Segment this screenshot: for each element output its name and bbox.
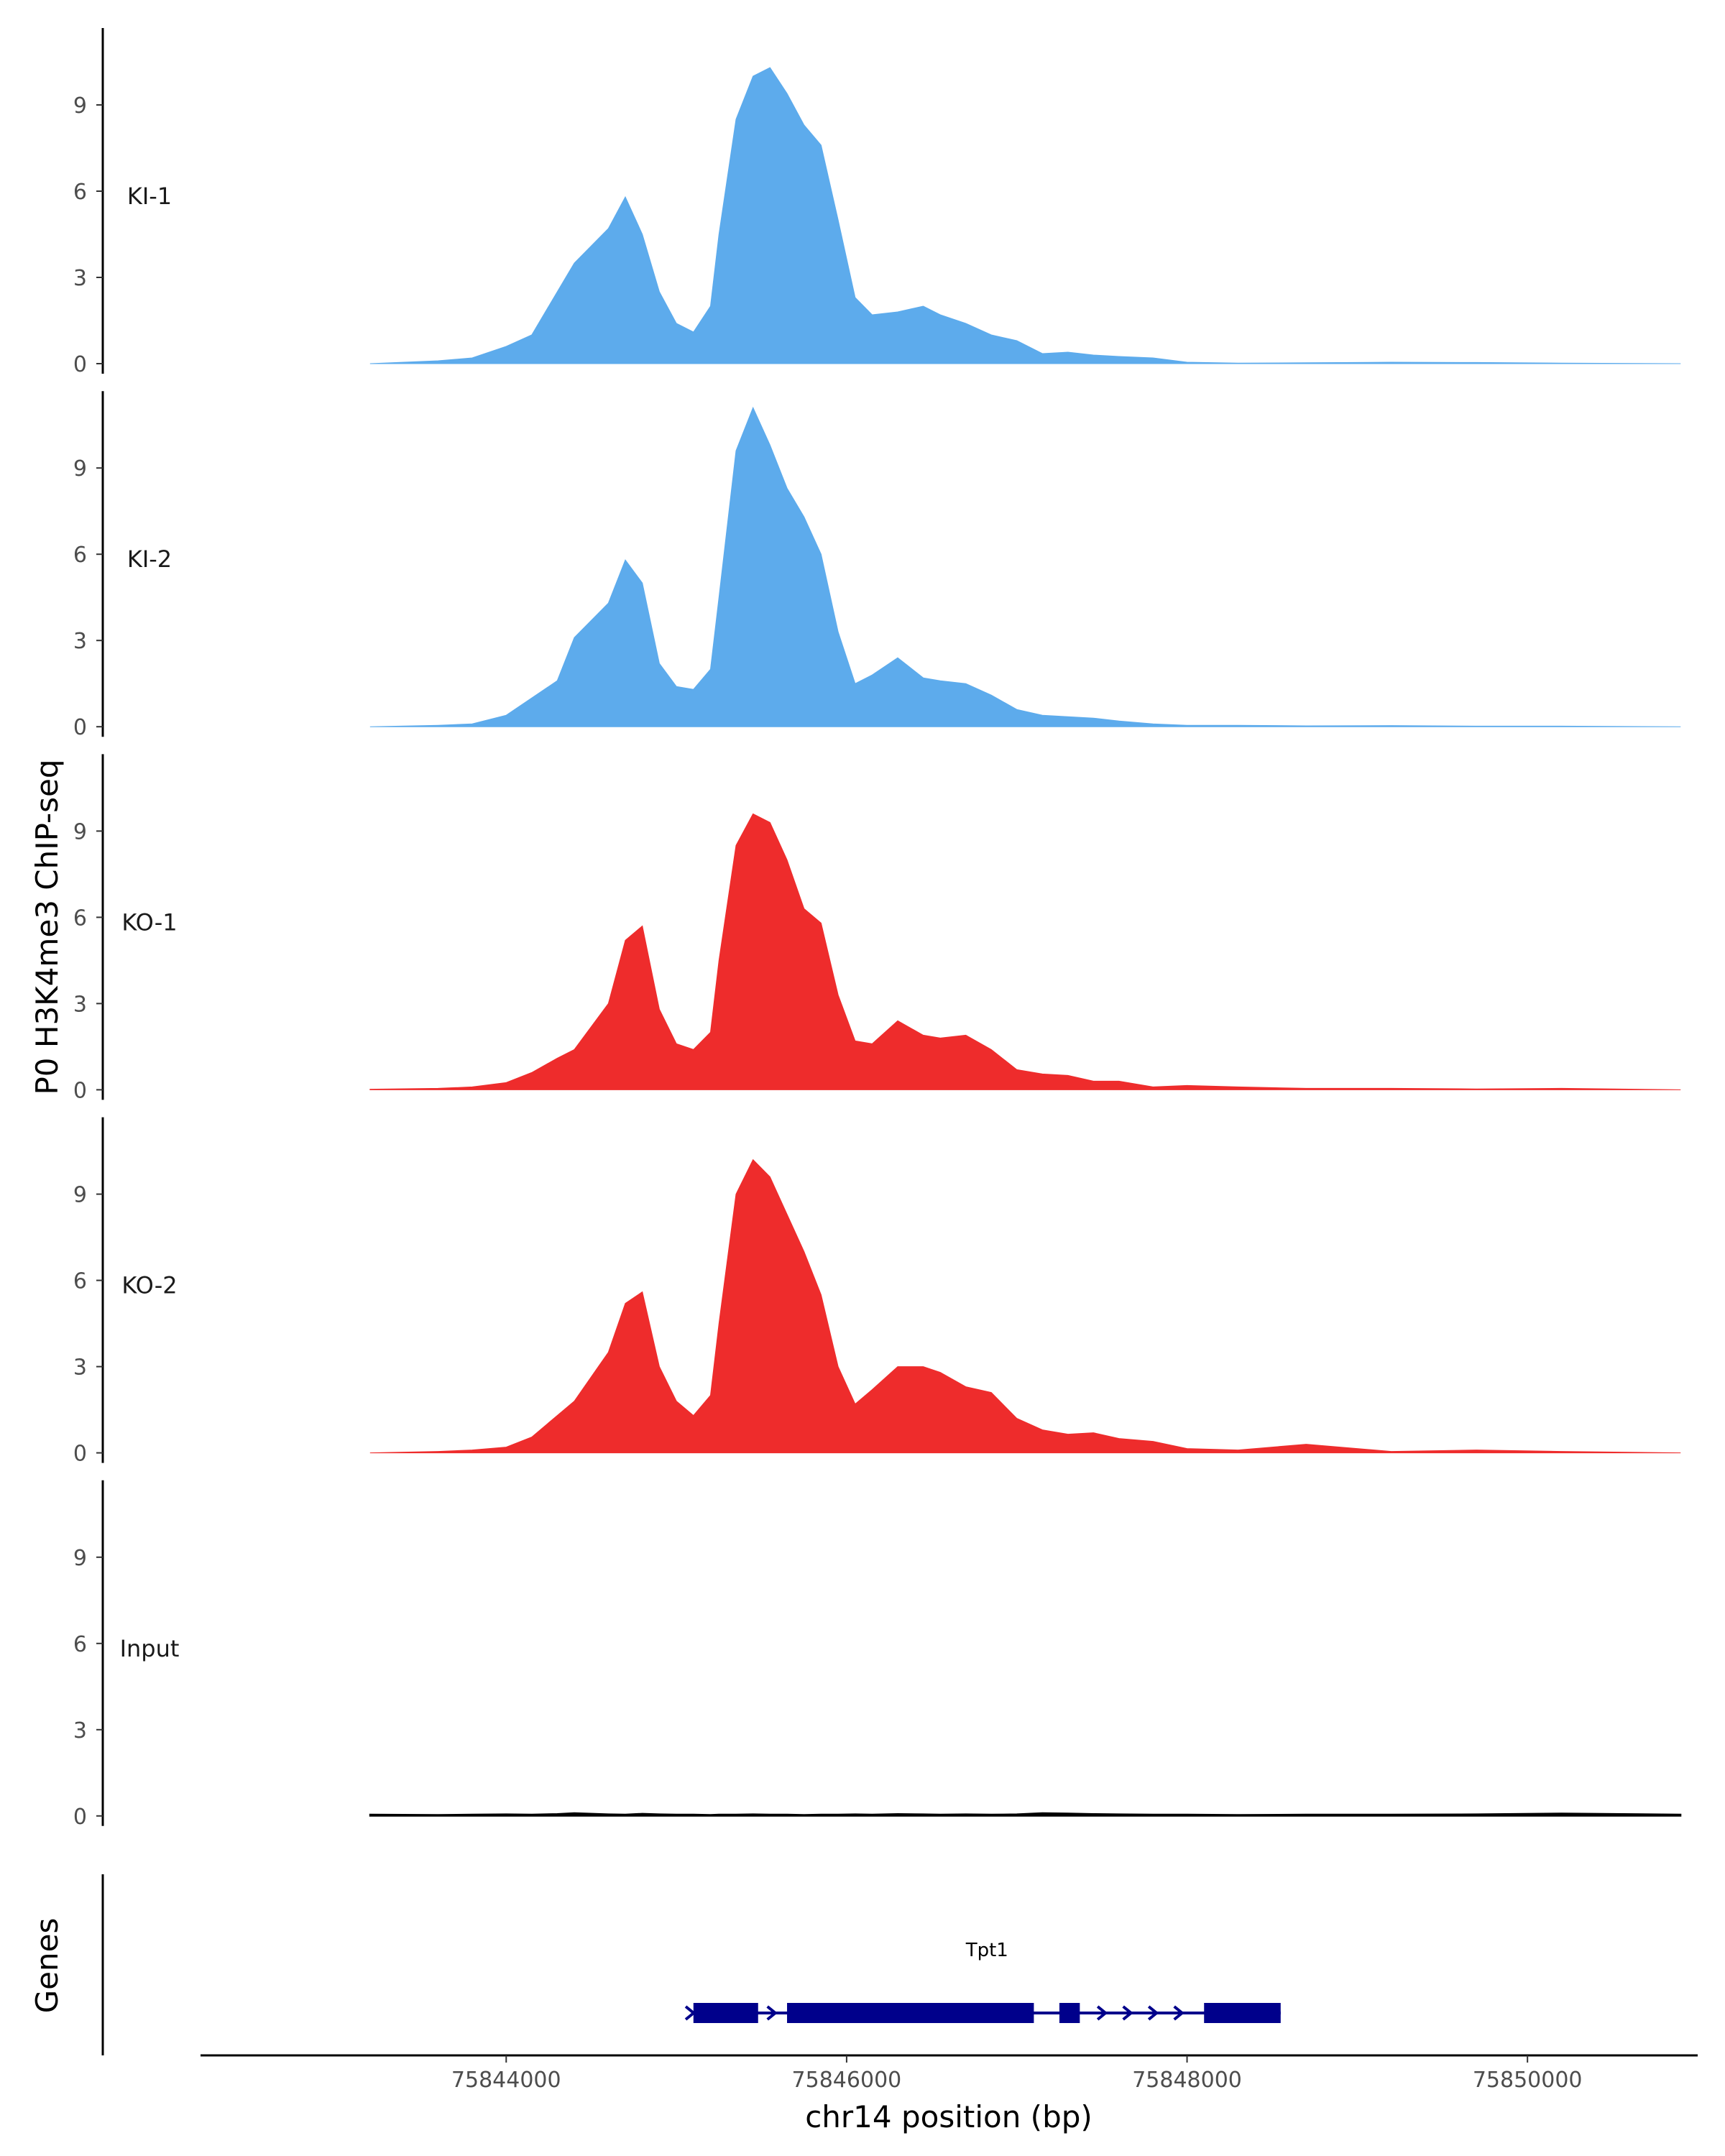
x-axis: 75844000 75846000 75848000 75850000 bbox=[201, 2054, 1698, 2093]
strand-arrow-icon bbox=[1096, 2005, 1108, 2021]
strand-arrow-icon bbox=[1147, 2005, 1159, 2021]
track-label-ko-1: KO-1 bbox=[121, 908, 177, 936]
y-tick-label: 9 bbox=[73, 93, 87, 119]
strand-arrow-icon bbox=[684, 2005, 696, 2021]
x-tick-label: 75850000 bbox=[1473, 2068, 1583, 2093]
track-label-ki-1: KI-1 bbox=[127, 183, 172, 210]
gene-exon bbox=[693, 2003, 758, 2023]
track-input: 0 3 6 9 Input bbox=[73, 1480, 1682, 1830]
track-label-input: Input bbox=[120, 1635, 180, 1662]
gene-exon bbox=[1059, 2003, 1080, 2023]
y-tick-label: 6 bbox=[73, 543, 87, 568]
y-axis-title: P0 H3K4me3 ChIP-seq bbox=[29, 759, 65, 1095]
x-axis-title: chr14 position (bp) bbox=[805, 2099, 1092, 2134]
y-tick-label: 9 bbox=[73, 1183, 87, 1208]
y-tick-label: 3 bbox=[73, 266, 87, 291]
y-tick-label: 0 bbox=[73, 1442, 87, 1467]
y-tick-label: 9 bbox=[73, 819, 87, 844]
coverage-area-ko-2 bbox=[369, 1158, 1681, 1454]
gene-label: Tpt1 bbox=[965, 1940, 1008, 1961]
y-tick-label: 6 bbox=[73, 906, 87, 931]
y-tick-label: 3 bbox=[73, 1355, 87, 1381]
track-ko-1: 0 3 6 9 KO-1 bbox=[73, 754, 1681, 1103]
coverage-area-input bbox=[369, 1812, 1682, 1817]
strand-arrow-icon bbox=[766, 2005, 778, 2021]
y-tick-label: 9 bbox=[73, 1546, 87, 1571]
coverage-area-ki-1 bbox=[369, 67, 1681, 364]
strand-arrow-icon bbox=[1173, 2005, 1184, 2021]
gene-exon bbox=[787, 2003, 1034, 2023]
track-ko-2: 0 3 6 9 KO-2 bbox=[73, 1117, 1681, 1467]
x-tick-label: 75846000 bbox=[792, 2068, 902, 2093]
gene-exon bbox=[1204, 2003, 1281, 2023]
y-tick-label: 0 bbox=[73, 1078, 87, 1103]
gene-tpt1: Tpt1 bbox=[684, 1940, 1281, 2023]
y-tick-label: 0 bbox=[73, 1805, 87, 1830]
x-tick-label: 75844000 bbox=[451, 2068, 561, 2093]
y-tick-label: 9 bbox=[73, 456, 87, 482]
y-tick-label: 6 bbox=[73, 180, 87, 205]
y-tick-label: 0 bbox=[73, 352, 87, 377]
y-tick-label: 6 bbox=[73, 1269, 87, 1294]
y-tick-label: 6 bbox=[73, 1632, 87, 1657]
y-tick-label: 3 bbox=[73, 992, 87, 1017]
x-tick-label: 75848000 bbox=[1132, 2068, 1242, 2093]
coverage-area-ko-1 bbox=[369, 813, 1681, 1090]
coverage-area-ki-2 bbox=[369, 406, 1681, 727]
gene-annotation-panel: Tpt1 bbox=[101, 1874, 1281, 2055]
track-ki-1: 0 3 6 9 KI-1 bbox=[73, 28, 1681, 377]
strand-arrow-icon bbox=[1122, 2005, 1133, 2021]
track-label-ki-2: KI-2 bbox=[127, 545, 172, 573]
genes-panel-title: Genes bbox=[29, 1918, 65, 2014]
y-tick-label: 0 bbox=[73, 715, 87, 740]
track-label-ko-2: KO-2 bbox=[121, 1272, 177, 1299]
coverage-tracks: 0 3 6 9 KI-1 0 3 6 9 KI-2 0 3 6 9 KO-1 0 3 6 9 KO-2 0 3 6 9 Inpu… bbox=[73, 28, 1682, 1830]
y-tick-label: 3 bbox=[73, 1718, 87, 1743]
track-ki-2: 0 3 6 9 KI-2 bbox=[73, 391, 1681, 740]
y-tick-label: 3 bbox=[73, 629, 87, 654]
